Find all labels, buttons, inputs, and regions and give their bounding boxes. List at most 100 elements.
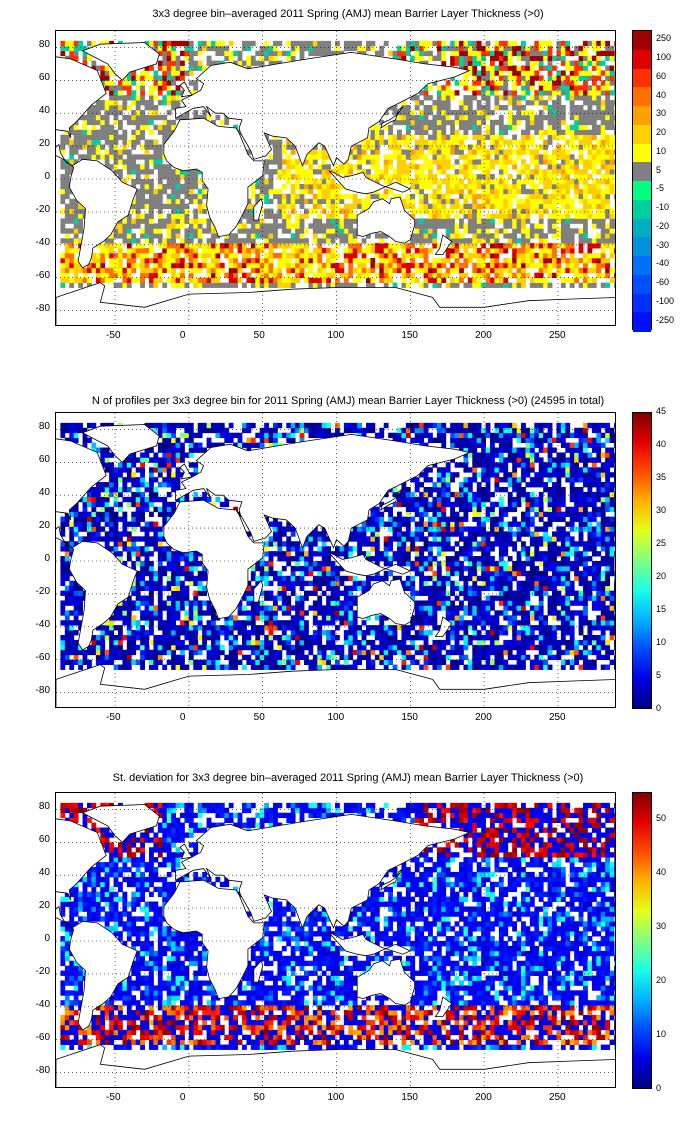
bin-cell	[614, 90, 615, 96]
bin-cell	[321, 149, 327, 155]
bin-cell	[60, 193, 66, 200]
bin-cell	[135, 491, 141, 498]
bin-cell	[149, 144, 154, 150]
bin-cell	[162, 551, 168, 557]
bin-cell	[193, 218, 199, 224]
bin-cell	[419, 203, 425, 209]
bin-cell	[193, 223, 199, 229]
bin-cell	[144, 630, 150, 636]
bin-cell	[432, 262, 438, 269]
bin-cell	[490, 203, 495, 209]
bin-cell	[64, 203, 70, 209]
bin-cell	[184, 610, 190, 616]
bin-cell	[237, 60, 243, 66]
bin-cell	[264, 437, 269, 443]
bin-cell	[609, 223, 615, 229]
bin-cell	[441, 169, 447, 175]
bin-cell	[366, 134, 371, 140]
bin-cell	[264, 272, 269, 279]
bin-cell	[525, 272, 531, 279]
bin-cell	[286, 159, 292, 165]
bin-cell	[436, 193, 442, 200]
bin-cell	[206, 277, 212, 283]
bin-cell	[290, 193, 296, 200]
bin-cell	[392, 253, 398, 259]
bin-cell	[290, 238, 296, 244]
bin-cell	[560, 134, 566, 140]
bin-cell	[246, 422, 252, 429]
bin-cell	[343, 218, 349, 224]
bin-cell	[463, 134, 469, 140]
bin-cell	[233, 506, 238, 513]
bin-cell	[206, 218, 212, 224]
bin-cell	[516, 149, 522, 155]
bin-cell	[445, 105, 451, 111]
bin-cell	[281, 169, 287, 175]
bin-cell	[149, 654, 154, 661]
bin-cell	[140, 565, 145, 572]
bin-cell	[348, 253, 354, 259]
bin-cell	[507, 198, 513, 205]
bin-cell	[104, 546, 110, 552]
bin-cell	[450, 174, 456, 180]
bin-cell	[149, 620, 154, 626]
bin-cell	[556, 218, 562, 224]
bin-cell	[259, 590, 265, 596]
bin-cell	[188, 80, 194, 86]
bin-cell	[463, 238, 469, 244]
bin-cell	[507, 55, 513, 61]
bin-cell	[188, 630, 194, 636]
bin-cell	[578, 179, 584, 185]
bin-cell	[268, 615, 274, 621]
bin-cell	[135, 129, 141, 135]
bin-cell	[308, 257, 314, 264]
bin-cell	[171, 600, 176, 606]
bin-cell	[259, 664, 265, 670]
bin-cell	[432, 179, 438, 185]
bin-cell	[135, 506, 141, 513]
bin-cell	[157, 262, 163, 269]
bin-cell	[308, 45, 314, 52]
bin-cell	[609, 55, 615, 61]
bin-cell	[109, 164, 114, 170]
bin-cell	[432, 223, 438, 229]
bin-cell	[157, 208, 163, 214]
bin-cell	[538, 213, 544, 219]
bin-cell	[184, 109, 190, 116]
bin-cell	[596, 169, 602, 175]
bin-cell	[237, 644, 243, 651]
bin-cell	[228, 422, 234, 429]
bin-cell	[82, 506, 88, 513]
bin-cell	[87, 55, 92, 61]
bin-cell	[379, 243, 385, 249]
bin-cell	[149, 105, 154, 111]
bin-cell	[162, 477, 168, 483]
bin-cell	[215, 639, 221, 646]
bin-cell	[476, 267, 482, 274]
bin-cell	[560, 154, 566, 160]
bin-cell	[144, 457, 150, 463]
bin-cell	[490, 218, 495, 224]
bin-cell	[69, 630, 75, 636]
bin-cell	[228, 233, 234, 239]
bin-cell	[463, 159, 469, 165]
bin-cell	[494, 253, 500, 259]
bin-cell	[529, 95, 535, 101]
bin-cell	[122, 282, 128, 288]
bin-cell	[144, 144, 150, 150]
bin-cell	[228, 243, 234, 249]
bin-cell	[242, 644, 247, 651]
bin-cell	[609, 208, 615, 214]
bin-cell	[609, 124, 615, 131]
bin-cell	[228, 630, 234, 636]
bin-cell	[228, 282, 234, 288]
bin-cell	[428, 238, 433, 244]
bin-cell	[299, 257, 305, 264]
bin-cell	[153, 462, 159, 468]
bin-cell	[259, 442, 265, 448]
bin-cell	[405, 114, 411, 121]
bin-cell	[574, 144, 580, 150]
bin-cell	[242, 605, 247, 611]
bin-cell	[126, 267, 132, 274]
bin-cell	[166, 639, 172, 646]
